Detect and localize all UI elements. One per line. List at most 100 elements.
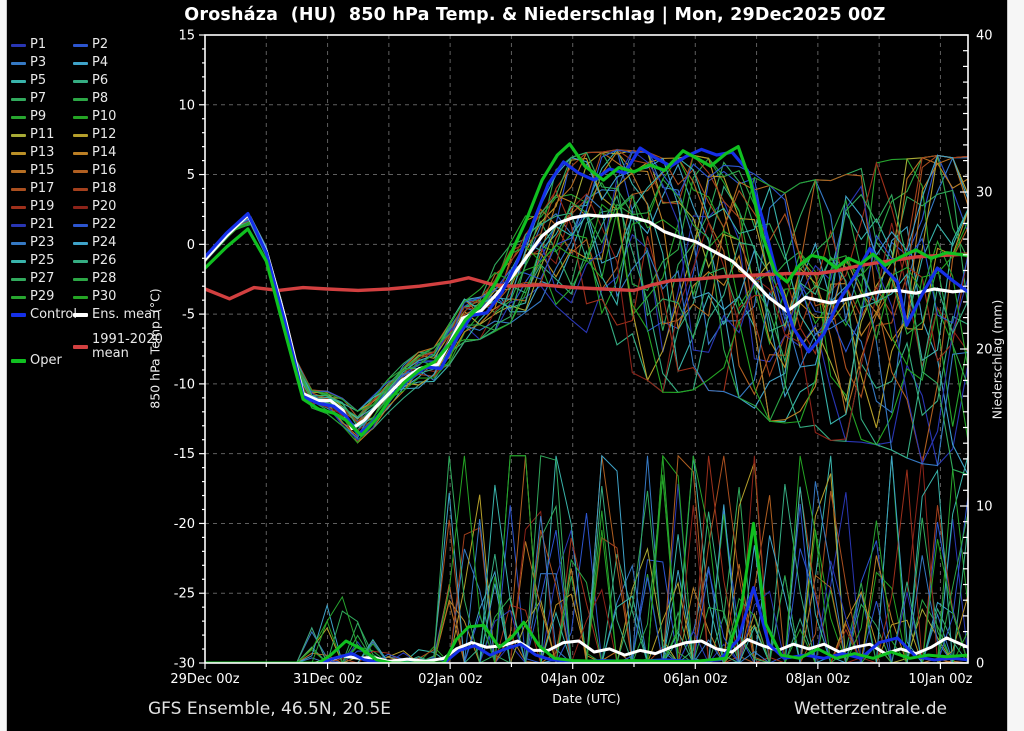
member-precip-P23: [205, 455, 968, 663]
member-temp-P22: [205, 149, 968, 412]
legend-label: P14: [92, 145, 117, 160]
chart-background: [6, 0, 1007, 731]
legend-item-P7: P7: [11, 91, 46, 107]
legend-item-P22: P22: [73, 217, 116, 233]
legend-item-P29: P29: [11, 289, 54, 305]
legend-label: P28: [92, 271, 117, 286]
legend-item-P11: P11: [11, 127, 54, 143]
member-precip-P16: [205, 454, 968, 663]
legend-item-P27: P27: [11, 271, 54, 287]
legend-item-P1: P1: [11, 37, 46, 53]
legend-color-dash: [11, 79, 26, 83]
member-precip-P8: [205, 574, 968, 663]
member-precip-P4: [205, 545, 968, 663]
legend-item-P5: P5: [11, 73, 46, 89]
legend-label: P20: [92, 199, 117, 214]
legend-color-dash: [73, 151, 88, 155]
legend-label: Control: [30, 307, 77, 322]
legend-label: P11: [30, 127, 55, 142]
legend-label: P22: [92, 217, 117, 232]
legend-item-P10: P10: [73, 109, 116, 125]
legend-color-dash: [11, 277, 26, 281]
legend-label: P10: [92, 109, 117, 124]
legend-label: P9: [30, 109, 47, 124]
svg-text:06Jan 00z: 06Jan 00z: [663, 672, 727, 687]
svg-text:-25: -25: [174, 587, 195, 602]
legend-item-Ens-mean: Ens. mean: [73, 307, 160, 323]
member-temp-P2: [205, 149, 968, 422]
legend-color-dash: [11, 43, 26, 47]
svg-text:-15: -15: [174, 447, 195, 462]
svg-text:-5: -5: [182, 308, 195, 323]
legend-color-dash: [11, 259, 26, 263]
legend-label: P16: [92, 163, 117, 178]
legend-label: P24: [92, 235, 117, 250]
legend-color-dash: [11, 115, 26, 119]
svg-text:02Jan 00z: 02Jan 00z: [418, 672, 482, 687]
legend-color-dash: [73, 115, 88, 119]
member-precip-P21: [205, 560, 968, 663]
member-precip-P1: [205, 483, 968, 663]
member-precip-P27: [205, 455, 968, 663]
member-precip-P28: [205, 477, 968, 663]
legend-color-dash: [73, 61, 88, 65]
legend-item-P20: P20: [73, 199, 116, 215]
legend-item-P30: P30: [73, 289, 116, 305]
legend-item-P9: P9: [11, 109, 46, 125]
legend-color-dash: [73, 313, 88, 317]
legend-item-P8: P8: [73, 91, 108, 107]
member-temp-P17: [205, 149, 968, 419]
member-temp-P4: [205, 163, 968, 475]
svg-text:0: 0: [976, 657, 984, 672]
series-oper_temp: [205, 142, 968, 438]
legend-color-dash: [73, 277, 88, 281]
legend-label: P29: [30, 289, 55, 304]
legend-color-dash: [73, 133, 88, 137]
legend-item-P12: P12: [73, 127, 116, 143]
svg-text:20: 20: [976, 343, 993, 358]
legend-label: P13: [30, 145, 55, 160]
svg-text:5: 5: [187, 168, 195, 183]
legend-item-P21: P21: [11, 217, 54, 233]
svg-text:04Jan 00z: 04Jan 00z: [541, 672, 605, 687]
legend-label: P1: [30, 37, 47, 52]
page-margin-left: [0, 0, 7, 731]
member-precip-P19: [205, 455, 968, 663]
legend-label: 1991-2020 mean: [92, 332, 163, 361]
legend-label: P6: [92, 73, 109, 88]
legend-label: P19: [30, 199, 55, 214]
legend-color-dash: [11, 61, 26, 65]
legend-item-P3: P3: [11, 55, 46, 71]
page-margin-right: [1007, 0, 1024, 731]
member-temp-P11: [205, 150, 968, 420]
svg-text:-20: -20: [174, 517, 195, 532]
legend-color-dash: [73, 295, 88, 299]
legend-color-dash: [73, 259, 88, 263]
member-temp-P20: [205, 193, 968, 441]
legend-label: P18: [92, 181, 117, 196]
legend-item-P15: P15: [11, 163, 54, 179]
legend-item-P4: P4: [73, 55, 108, 71]
x-axis-label: Date (UTC): [552, 691, 620, 706]
legend-item-Oper: Oper: [11, 353, 62, 369]
chart-title: Orosháza (HU) 850 hPa Temp. & Niederschl…: [184, 5, 886, 25]
legend-label: P8: [92, 91, 109, 106]
svg-text:15: 15: [178, 29, 195, 44]
svg-text:0: 0: [187, 238, 195, 253]
legend-color-dash: [73, 187, 88, 191]
legend-item-P23: P23: [11, 235, 54, 251]
legend-label: P15: [30, 163, 55, 178]
legend-color-dash: [11, 295, 26, 299]
legend-item-P2: P2: [73, 37, 108, 53]
legend-item-P24: P24: [73, 235, 116, 251]
legend-color-dash: [73, 169, 88, 173]
legend-label: P25: [30, 253, 55, 268]
legend-color-dash: [73, 79, 88, 83]
svg-text:10Jan 00z: 10Jan 00z: [908, 672, 972, 687]
legend-color-dash: [11, 313, 26, 317]
legend-color-dash: [11, 187, 26, 191]
svg-text:08Jan 00z: 08Jan 00z: [786, 672, 850, 687]
legend-item-P13: P13: [11, 145, 54, 161]
legend-color-dash: [11, 359, 26, 363]
legend-item-Control: Control: [11, 307, 77, 323]
